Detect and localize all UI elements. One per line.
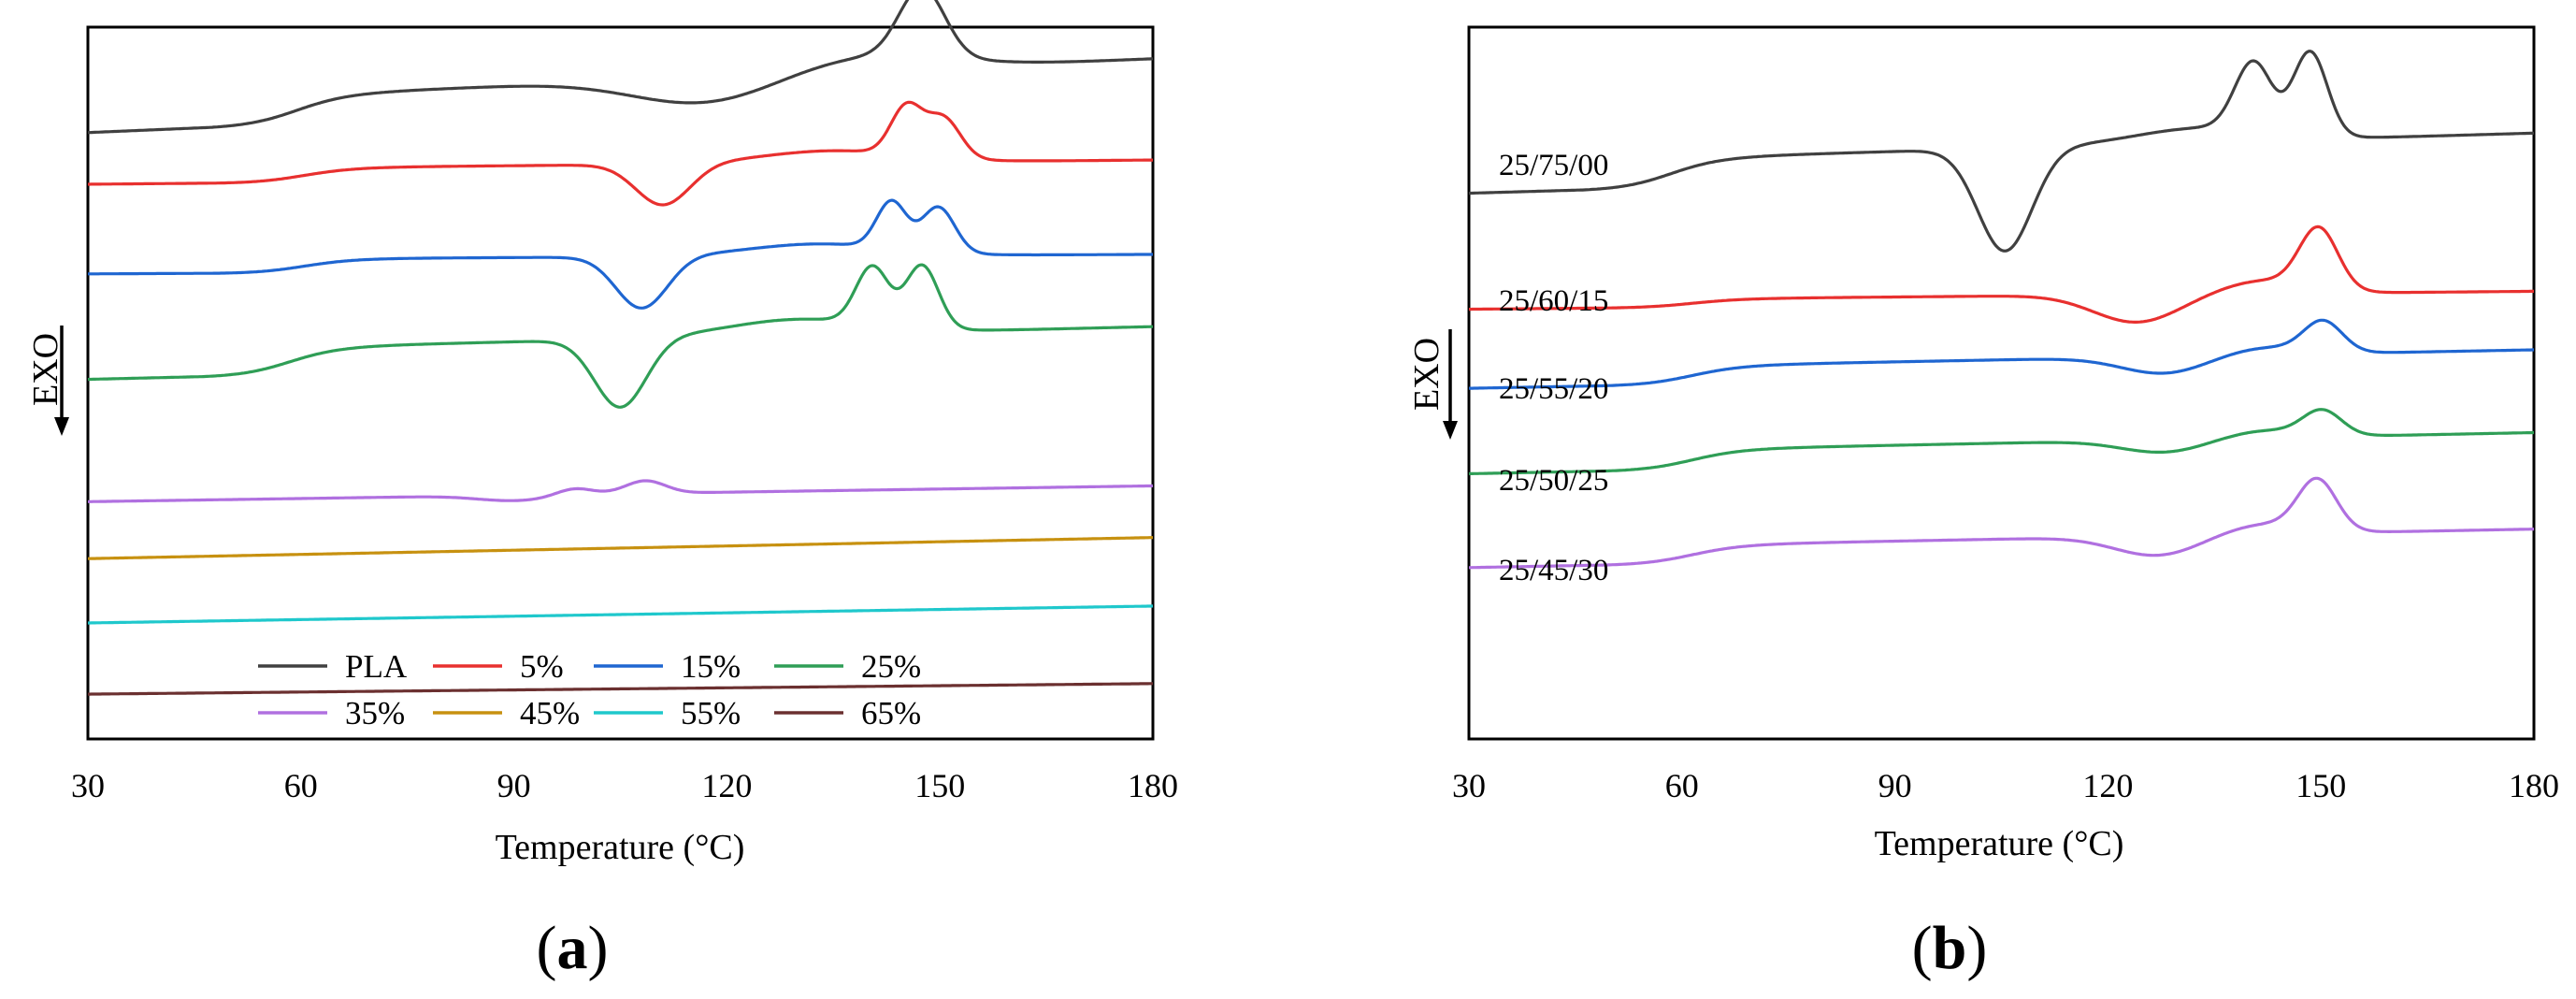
x-axis-label: Temperature (°C)	[1875, 824, 2124, 863]
legend-label: 45%	[520, 695, 580, 731]
series-labels: 25/75/00 25/60/15 25/55/20 25/50/25 25/4…	[1499, 149, 1608, 587]
legend-label: 35%	[345, 695, 405, 731]
series-line-25-50-25	[1468, 408, 2534, 476]
legend-entry-25: 25%	[774, 648, 921, 685]
x-tick-label: 120	[2082, 767, 2133, 804]
series-line-45-	[88, 536, 1153, 560]
exo-arrow	[54, 326, 69, 436]
series-label: 25/55/20	[1499, 372, 1608, 406]
legend-entry-15: 15%	[594, 648, 741, 685]
x-tick-label: 60	[284, 767, 318, 804]
x-tick-label: 90	[1878, 767, 1912, 804]
series-group	[87, 0, 1154, 696]
series-line-25-60-15	[1469, 224, 2534, 324]
legend: PLA 5% 15% 25% 35% 45%	[258, 648, 921, 731]
x-tick-label: 180	[1128, 767, 1178, 804]
series-group	[1468, 50, 2535, 570]
x-tick-label: 60	[1665, 767, 1699, 804]
series-line-55-	[88, 604, 1154, 625]
series-label: 25/75/00	[1499, 149, 1608, 182]
panel-label-a: (a)	[537, 914, 609, 982]
panel-b: 30 60 90 120 150 180 Temperature (°C) EX…	[1407, 25, 2559, 982]
exo-arrow	[1443, 329, 1458, 440]
legend-entry-35: 35%	[258, 695, 405, 731]
series-label: 25/60/15	[1499, 284, 1608, 318]
y-axis-label-exo: EXO	[26, 333, 65, 406]
legend-label: 65%	[861, 695, 921, 731]
series-label: 25/50/25	[1499, 464, 1608, 498]
legend-label: 15%	[681, 648, 741, 685]
x-ticks: 30 60 90 120 150 180	[1452, 767, 2559, 804]
series-line-65-	[88, 682, 1153, 696]
x-tick-label: 150	[914, 767, 965, 804]
panel-a: 30 60 90 120 150 180 Temperature (°C) EX…	[26, 0, 1178, 982]
legend-label: PLA	[345, 648, 408, 685]
series-line-25-45-30	[1469, 476, 2535, 570]
x-axis-label: Temperature (°C)	[496, 828, 745, 867]
legend-entry-pla: PLA	[258, 648, 408, 685]
legend-entry-65: 65%	[774, 695, 921, 731]
series-line-5-	[88, 100, 1153, 207]
x-tick-label: 90	[497, 767, 531, 804]
legend-entry-5: 5%	[433, 648, 564, 685]
legend-entry-55: 55%	[594, 695, 741, 731]
legend-label: 5%	[520, 648, 564, 685]
x-tick-label: 120	[701, 767, 752, 804]
x-tick-label: 30	[1452, 767, 1486, 804]
series-line-25-55-20	[1469, 318, 2534, 390]
legend-label: 55%	[681, 695, 741, 731]
series-label: 25/45/30	[1499, 554, 1608, 587]
series-line-PLA	[88, 0, 1154, 135]
x-tick-label: 30	[71, 767, 105, 804]
x-tick-label: 150	[2295, 767, 2346, 804]
series-line-25-	[87, 263, 1153, 409]
series-line-25-75-00	[1468, 50, 2535, 253]
plot-frame	[1467, 25, 2536, 741]
legend-entry-45: 45%	[433, 695, 580, 731]
x-tick-label: 180	[2509, 767, 2559, 804]
legend-label: 25%	[861, 648, 921, 685]
series-line-15-	[88, 198, 1153, 310]
x-ticks: 30 60 90 120 150 180	[71, 767, 1178, 804]
series-line-35-	[88, 479, 1154, 503]
panel-label-b: (b)	[1912, 914, 1988, 982]
y-axis-label-exo: EXO	[1407, 338, 1446, 411]
plot-frame	[86, 25, 1155, 741]
